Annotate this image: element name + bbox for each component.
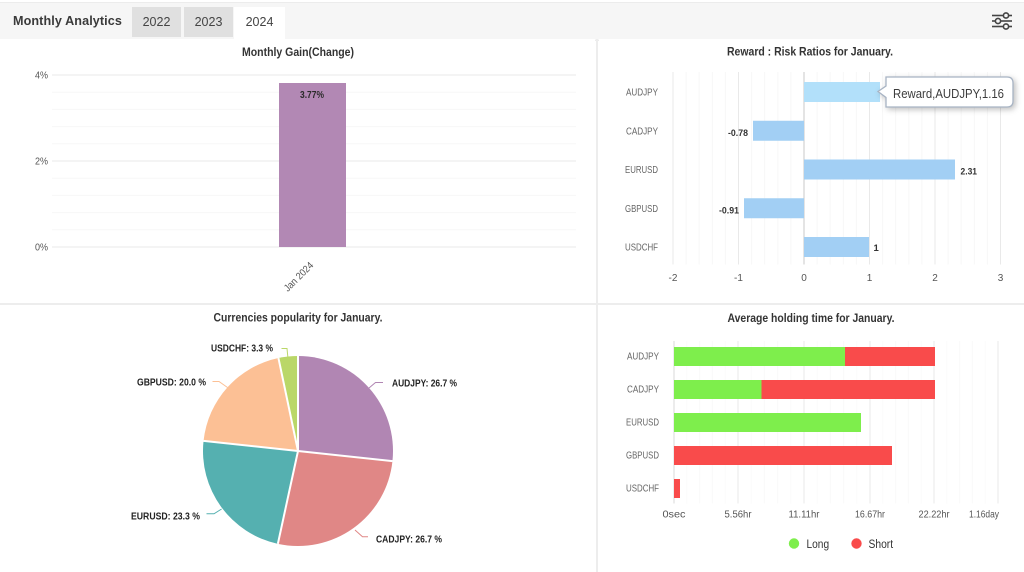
svg-text:Reward,AUDJPY,1.16: Reward,AUDJPY,1.16 [893, 87, 1004, 101]
svg-text:4%: 4% [35, 71, 48, 82]
svg-text:GBPUSD: GBPUSD [626, 451, 659, 462]
svg-text:2: 2 [932, 273, 938, 284]
svg-text:Average holding time for Janua: Average holding time for January. [728, 311, 895, 325]
svg-text:Jan 2024: Jan 2024 [282, 260, 316, 294]
svg-text:GBPUSD: GBPUSD [625, 204, 658, 215]
svg-text:GBPUSD: 20.0 %: GBPUSD: 20.0 % [137, 378, 206, 389]
svg-text:-0.91: -0.91 [719, 205, 740, 216]
svg-text:CADJPY: CADJPY [627, 385, 659, 396]
svg-text:0sec: 0sec [663, 510, 686, 521]
svg-text:Monthly Gain(Change): Monthly Gain(Change) [242, 45, 354, 59]
svg-text:Short: Short [869, 539, 894, 551]
svg-text:EURUSD: 23.3 %: EURUSD: 23.3 % [131, 512, 200, 523]
svg-text:CADJPY: 26.7 %: CADJPY: 26.7 % [376, 535, 442, 546]
svg-text:1.16day: 1.16day [969, 510, 999, 521]
svg-text:16.67hr: 16.67hr [855, 510, 886, 521]
svg-text:EURUSD: EURUSD [625, 165, 658, 176]
svg-text:0: 0 [801, 273, 807, 284]
svg-text:-1: -1 [734, 273, 743, 284]
svg-text:3: 3 [998, 273, 1004, 284]
svg-text:5.56hr: 5.56hr [725, 510, 753, 521]
svg-text:Reward : Risk Ratios for Janua: Reward : Risk Ratios for January. [727, 45, 893, 59]
svg-text:USDCHF: USDCHF [625, 243, 658, 254]
svg-text:2%: 2% [35, 157, 48, 168]
svg-text:22.22hr: 22.22hr [919, 510, 951, 521]
svg-text:USDCHF: 3.3 %: USDCHF: 3.3 % [211, 344, 273, 355]
svg-text:Long: Long [807, 539, 830, 551]
svg-text:1: 1 [874, 243, 880, 254]
svg-text:EURUSD: EURUSD [626, 418, 659, 429]
svg-text:-2: -2 [669, 273, 678, 284]
svg-text:AUDJPY: AUDJPY [627, 352, 659, 363]
svg-text:2.31: 2.31 [961, 166, 978, 177]
svg-text:CADJPY: CADJPY [626, 126, 658, 137]
svg-text:AUDJPY: 26.7 %: AUDJPY: 26.7 % [392, 379, 457, 390]
svg-text:Currencies popularity for Janu: Currencies popularity for January. [214, 311, 383, 325]
svg-text:AUDJPY: AUDJPY [626, 88, 658, 99]
svg-text:-0.78: -0.78 [728, 128, 748, 139]
svg-text:11.11hr: 11.11hr [789, 510, 821, 521]
svg-text:3.77%: 3.77% [300, 89, 325, 101]
svg-text:USDCHF: USDCHF [626, 484, 659, 495]
svg-text:1: 1 [867, 273, 873, 284]
svg-text:0%: 0% [35, 243, 48, 254]
